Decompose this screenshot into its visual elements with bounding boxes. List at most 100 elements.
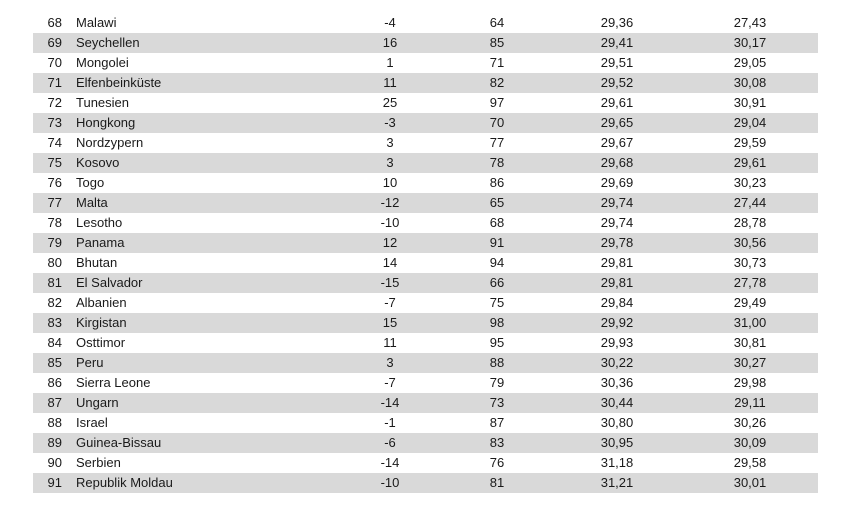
country-cell: Republik Moldau [76, 475, 173, 490]
table-row: 77 Malta -12 65 29,74 27,44 [33, 193, 818, 213]
previous-score-cell: 27,43 [733, 15, 767, 30]
rank-cell: 78 [47, 215, 62, 230]
score-cell: 30,95 [600, 435, 634, 450]
change-cell: -7 [384, 295, 396, 310]
table-row: 68 Malawi -4 64 29,36 27,43 [33, 13, 818, 33]
previous-rank-cell: 83 [489, 435, 505, 450]
country-cell: Tunesien [76, 95, 129, 110]
country-cell: Ungarn [76, 395, 119, 410]
score-cell: 29,92 [600, 315, 634, 330]
rank-cell: 68 [47, 15, 62, 30]
previous-rank-cell: 88 [489, 355, 505, 370]
score-cell: 29,74 [600, 215, 634, 230]
change-cell: -6 [384, 435, 396, 450]
score-cell: 29,93 [600, 335, 634, 350]
previous-score-cell: 29,98 [733, 375, 767, 390]
previous-rank-cell: 85 [489, 35, 505, 50]
rank-cell: 71 [47, 75, 62, 90]
rank-cell: 89 [47, 435, 62, 450]
previous-score-cell: 30,09 [733, 435, 767, 450]
table-row: 91 Republik Moldau -10 81 31,21 30,01 [33, 473, 818, 493]
previous-score-cell: 31,00 [733, 315, 767, 330]
ranking-table: 68 Malawi -4 64 29,36 27,43 69 Seychellen 16 85 29… [33, 13, 818, 493]
score-cell: 29,68 [600, 155, 634, 170]
previous-rank-cell: 94 [489, 255, 505, 270]
score-cell: 29,81 [600, 275, 634, 290]
previous-score-cell: 29,58 [733, 455, 767, 470]
table-row: 72 Tunesien 25 97 29,61 30,91 [33, 93, 818, 113]
previous-score-cell: 28,78 [733, 215, 767, 230]
change-cell: 3 [386, 155, 394, 170]
table-row: 88 Israel -1 87 30,80 30,26 [33, 413, 818, 433]
rank-cell: 74 [47, 135, 62, 150]
previous-score-cell: 30,17 [733, 35, 767, 50]
score-cell: 29,74 [600, 195, 634, 210]
rank-cell: 82 [47, 295, 62, 310]
change-cell: -4 [384, 15, 396, 30]
country-cell: Osttimor [76, 335, 126, 350]
rank-cell: 85 [47, 355, 62, 370]
table-row: 71 Elfenbeinküste 11 82 29,52 30,08 [33, 73, 818, 93]
score-cell: 30,80 [600, 415, 634, 430]
change-cell: -10 [380, 215, 400, 230]
country-cell: Togo [76, 175, 105, 190]
previous-rank-cell: 64 [489, 15, 505, 30]
score-cell: 29,81 [600, 255, 634, 270]
table-row: 86 Sierra Leone -7 79 30,36 29,98 [33, 373, 818, 393]
previous-rank-cell: 82 [489, 75, 505, 90]
table-row: 82 Albanien -7 75 29,84 29,49 [33, 293, 818, 313]
table-row: 69 Seychellen 16 85 29,41 30,17 [33, 33, 818, 53]
table-row: 90 Serbien -14 76 31,18 29,58 [33, 453, 818, 473]
rank-cell: 87 [47, 395, 62, 410]
previous-rank-cell: 76 [489, 455, 505, 470]
country-cell: Malta [76, 195, 108, 210]
country-cell: Israel [76, 415, 108, 430]
score-cell: 29,84 [600, 295, 634, 310]
table-row: 70 Mongolei 1 71 29,51 29,05 [33, 53, 818, 73]
change-cell: 15 [382, 315, 398, 330]
country-cell: Malawi [76, 15, 117, 30]
score-cell: 29,36 [600, 15, 634, 30]
previous-score-cell: 30,08 [733, 75, 767, 90]
change-cell: 1 [386, 55, 394, 70]
score-cell: 29,52 [600, 75, 634, 90]
change-cell: 16 [382, 35, 398, 50]
previous-score-cell: 30,91 [733, 95, 767, 110]
country-cell: Serbien [76, 455, 121, 470]
change-cell: -10 [380, 475, 400, 490]
previous-rank-cell: 65 [489, 195, 505, 210]
score-cell: 29,61 [600, 95, 634, 110]
change-cell: 12 [382, 235, 398, 250]
change-cell: -3 [384, 115, 396, 130]
table-row: 89 Guinea-Bissau -6 83 30,95 30,09 [33, 433, 818, 453]
country-cell: Kirgistan [76, 315, 127, 330]
previous-score-cell: 29,49 [733, 295, 767, 310]
previous-score-cell: 30,27 [733, 355, 767, 370]
country-cell: Seychellen [76, 35, 140, 50]
previous-score-cell: 29,05 [733, 55, 767, 70]
table-row: 85 Peru 3 88 30,22 30,27 [33, 353, 818, 373]
country-cell: Kosovo [76, 155, 120, 170]
previous-rank-cell: 97 [489, 95, 505, 110]
rank-cell: 86 [47, 375, 62, 390]
previous-score-cell: 27,78 [733, 275, 767, 290]
previous-score-cell: 30,26 [733, 415, 767, 430]
previous-rank-cell: 86 [489, 175, 505, 190]
previous-rank-cell: 68 [489, 215, 505, 230]
rank-cell: 75 [47, 155, 62, 170]
previous-score-cell: 29,61 [733, 155, 767, 170]
score-cell: 29,67 [600, 135, 634, 150]
previous-rank-cell: 71 [489, 55, 505, 70]
country-cell: Hongkong [76, 115, 136, 130]
rank-cell: 70 [47, 55, 62, 70]
change-cell: 11 [383, 335, 397, 350]
rank-cell: 83 [47, 315, 62, 330]
score-cell: 29,51 [600, 55, 634, 70]
score-cell: 31,18 [600, 455, 634, 470]
change-cell: 11 [383, 75, 397, 90]
previous-rank-cell: 91 [489, 235, 505, 250]
previous-score-cell: 30,56 [733, 235, 767, 250]
previous-rank-cell: 77 [489, 135, 505, 150]
change-cell: -12 [380, 195, 400, 210]
score-cell: 31,21 [600, 475, 634, 490]
